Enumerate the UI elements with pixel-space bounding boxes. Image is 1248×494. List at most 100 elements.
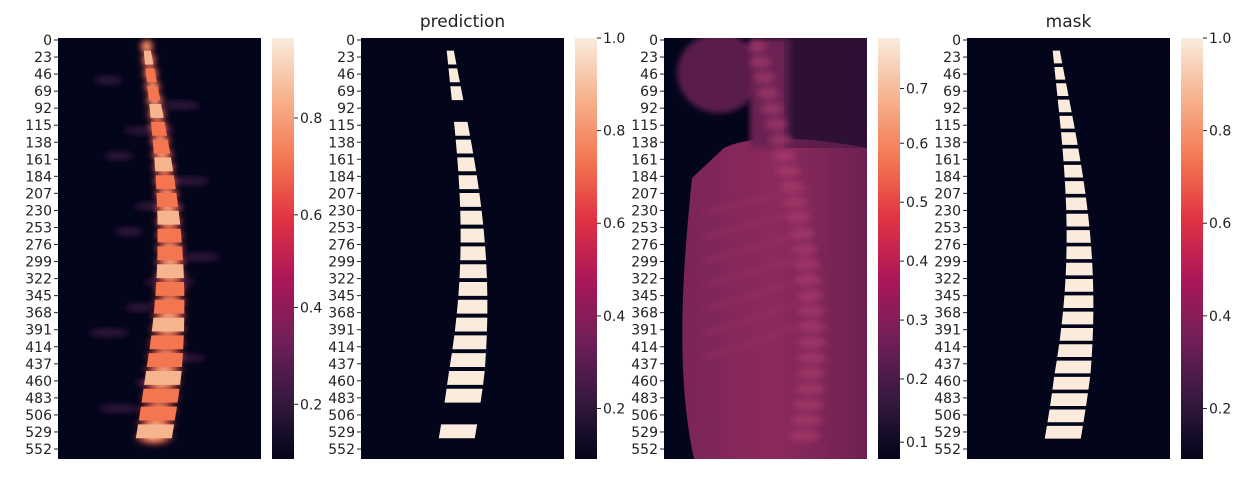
y-tick-label: 552 [934,442,961,458]
vertebra [146,353,183,368]
vertebra [449,353,486,368]
vertebra [1063,295,1094,309]
y-tick-label: 529 [631,425,658,441]
y-tick-label: 529 [25,425,52,441]
y-tick-label: 552 [631,442,658,458]
vertebra [1064,279,1094,292]
heatmap-3 [664,38,867,459]
heatmap-1 [58,38,261,459]
xray-vertebra [797,305,826,318]
rib [703,186,815,215]
vertebra [1052,50,1063,64]
y-tick-label: 46 [337,67,355,83]
y-tick-label: 230 [25,203,52,219]
colorbar-tick-label: 0.8 [300,111,322,127]
vertebra [460,246,487,261]
colorbar-tick-label: 0.4 [300,300,322,316]
heatmap-2 [361,38,564,459]
y-tick-label: 230 [934,203,961,219]
vertebra [138,406,177,421]
colorbar-tick-label: 0.6 [906,136,928,152]
y-tick-label: 437 [25,357,52,373]
y-tick-label: 276 [25,238,52,254]
y-tick-label: 437 [934,357,961,373]
panel-title: mask [1046,12,1092,32]
vertebra [1044,425,1083,439]
vertebra [446,50,457,65]
y-tick-label: 230 [328,203,355,219]
vertebra [438,424,478,439]
y-tick-label: 299 [631,255,658,271]
y-tick-label: 0 [346,33,355,49]
vertebra [151,317,185,332]
y-tick-label: 529 [328,425,355,441]
y-tick-label: 115 [25,118,52,134]
colorbar-tick-label: 0.2 [1209,401,1231,417]
vertebra [458,175,479,190]
y-tick-label: 69 [34,84,52,100]
y-tick-label: 23 [34,50,52,66]
colorbar-tick-label: 0.6 [603,216,625,232]
y-tick-label: 437 [328,357,355,373]
colorbar [1181,38,1203,459]
faint-structure [115,226,144,237]
y-tick-label: 322 [631,272,658,288]
faint-structure [159,100,200,111]
colorbar-tick-label: 0.5 [906,195,928,211]
body-silhouette [682,138,867,459]
faint-structure [125,302,154,313]
y-tick-label: 322 [934,272,961,288]
y-tick-label: 460 [328,374,355,390]
faint-structure [98,403,139,414]
vertebra [1050,393,1088,406]
y-tick-label: 184 [25,169,52,185]
xray-vertebra [797,351,827,364]
y-tick-label: 0 [649,33,658,49]
vertebra [444,388,483,403]
faint-structure [169,176,210,187]
colorbar-tick-label: 0.3 [906,313,928,329]
rib [703,274,815,311]
y-tick-label: 276 [934,238,961,254]
panel-title: prediction [420,12,505,32]
y-tick-label: 460 [25,374,52,390]
y-tick-label: 69 [943,84,961,100]
y-tick-label: 184 [934,169,961,185]
y-tick-label: 299 [934,255,961,271]
y-tick-label: 115 [328,118,355,134]
y-tick-label: 184 [631,169,658,185]
vertebra [1054,360,1092,374]
y-tick-label: 345 [328,289,355,305]
vertebra [147,86,161,101]
y-tick-label: 368 [631,306,658,322]
vertebra [1061,311,1094,325]
colorbar-tick-label: 0.2 [300,397,322,413]
y-tick-label: 138 [631,135,658,151]
y-tick-label: 92 [640,101,658,117]
y-tick-label: 414 [25,340,52,356]
colorbar-tick-label: 0.7 [906,82,928,98]
vertebra [1064,181,1086,194]
vertebra [1065,262,1093,276]
y-tick-label: 345 [934,289,961,305]
xray-vertebra [793,398,824,411]
faint-structure [94,75,123,86]
vertebra [155,175,176,190]
y-tick-label: 115 [631,118,658,134]
y-tick-label: 368 [328,306,355,322]
vertebra [1066,246,1093,260]
head-region [677,38,761,113]
heatmap-4 [967,38,1170,459]
vertebra [1066,213,1090,227]
y-tick-label: 368 [25,306,52,322]
xray-vertebra [768,133,792,146]
y-tick-label: 92 [943,101,961,117]
y-tick-label: 414 [934,340,961,356]
vertebra [459,264,487,279]
y-tick-label: 299 [328,255,355,271]
y-tick-label: 506 [934,408,961,424]
vertebra [450,86,464,101]
panel-2: prediction 023466992115138161184207230253… [328,12,625,459]
upper-band [784,38,867,148]
